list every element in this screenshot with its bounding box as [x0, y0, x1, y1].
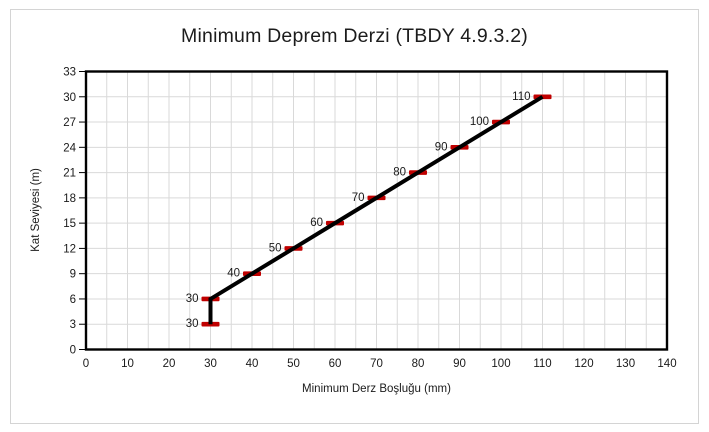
data-label: 110: [512, 91, 530, 103]
data-label: 90: [435, 141, 448, 153]
y-tick-label: 3: [70, 319, 76, 331]
chart-frame: [84, 70, 669, 351]
x-tick-label: 40: [246, 358, 259, 370]
x-axis-title: Minimum Derz Boşluğu (mm): [302, 383, 451, 395]
data-marker: [201, 321, 220, 327]
data-label: 80: [393, 167, 406, 179]
y-tick-label: 0: [70, 345, 76, 357]
y-tick-label: 33: [63, 67, 76, 79]
x-tick-label: 90: [453, 358, 466, 370]
x-tick-label: 110: [533, 358, 551, 370]
x-tick-label: 50: [287, 358, 300, 370]
x-tick-label: 130: [616, 358, 635, 370]
y-tick-label: 30: [63, 92, 76, 104]
y-tick-label: 12: [63, 243, 76, 255]
x-tick-label: 0: [83, 358, 89, 370]
data-label: 30: [186, 293, 199, 305]
x-tick-label: 20: [163, 358, 176, 370]
y-tick-label: 21: [63, 168, 76, 180]
series-line: [208, 95, 544, 325]
x-tick-label: 80: [412, 358, 425, 370]
y-tick-label: 24: [63, 142, 76, 154]
data-label: 60: [310, 217, 323, 229]
data-label: 30: [186, 318, 199, 330]
x-tick-label: 70: [370, 358, 383, 370]
x-tick-label: 140: [657, 358, 676, 370]
y-axis-title: Kat Seviyesi (m): [30, 168, 42, 252]
y-tick-label: 9: [70, 269, 76, 281]
x-tick-label: 60: [329, 358, 342, 370]
y-tick-label: 27: [63, 117, 76, 129]
y-tick-label: 15: [63, 218, 76, 230]
data-label: 70: [352, 192, 365, 204]
x-tick-label: 120: [574, 358, 593, 370]
y-tick-label: 6: [70, 294, 76, 306]
y-tick-label: 18: [63, 193, 76, 205]
chart-title: Minimum Deprem Derzi (TBDY 4.9.3.2): [181, 25, 528, 47]
x-tick-label: 100: [491, 358, 510, 370]
data-label: 50: [269, 242, 282, 254]
x-tick-label: 30: [204, 358, 217, 370]
data-label: 40: [227, 268, 240, 280]
x-tick-label: 10: [121, 358, 134, 370]
data-label: 100: [470, 116, 489, 128]
